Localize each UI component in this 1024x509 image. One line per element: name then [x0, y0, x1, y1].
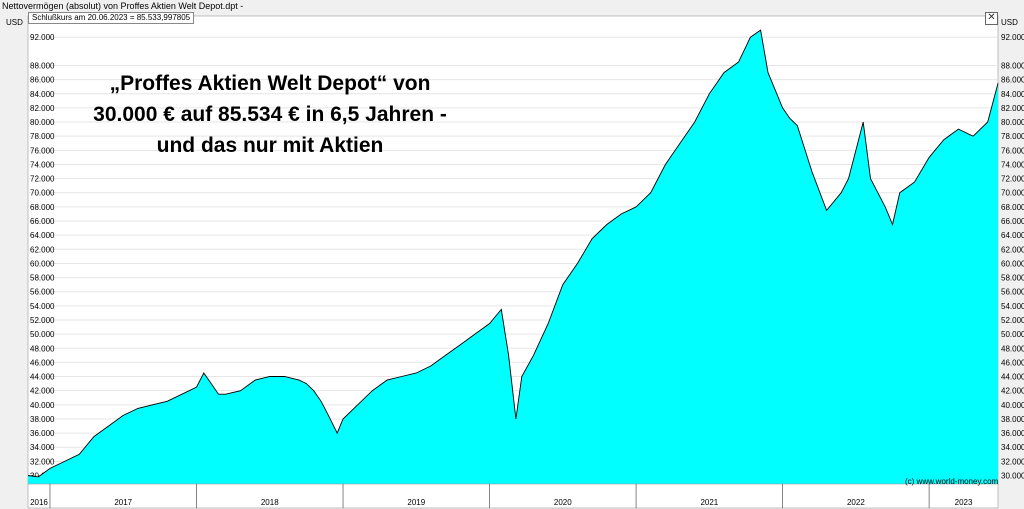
- y-tick-label-right: 80.000: [1001, 118, 1024, 127]
- y-tick-label-right: 54.000: [1001, 302, 1024, 311]
- y-tick-label-left: 42.000: [30, 387, 55, 396]
- y-tick-label-right: 36.000: [1001, 429, 1024, 438]
- x-axis-band: [27, 483, 999, 509]
- y-tick-label-left: 64.000: [30, 231, 55, 240]
- headline-line-3: und das nur mit Aktien: [156, 134, 384, 157]
- y-tick-label-right: 52.000: [1001, 316, 1024, 325]
- y-tick-label-left: 56.000: [30, 288, 55, 297]
- y-tick-label-right: 32.000: [1001, 457, 1024, 466]
- y-tick-label-left: 46.000: [30, 358, 55, 367]
- y-tick-label-right: 50.000: [1001, 330, 1024, 339]
- x-year-label: 2019: [407, 498, 425, 507]
- y-tick-label-left: 62.000: [30, 245, 55, 254]
- y-tick-label-right: 44.000: [1001, 373, 1024, 382]
- series-line: [27, 29, 999, 478]
- y-tick-label-right: 64.000: [1001, 231, 1024, 240]
- x-year-label: 2021: [700, 498, 718, 507]
- headline-line-1: „Proffes Aktien Welt Depot“ von: [109, 72, 431, 95]
- y-tick-label-right: 92.000: [1001, 33, 1024, 42]
- y-tick-label-left: 74.000: [30, 160, 55, 169]
- headline-line-2: 30.000 € auf 85.534 € in 6,5 Jahren -: [93, 103, 447, 126]
- y-tick-label-left: 76.000: [30, 146, 55, 155]
- y-tick-label-left: 70.000: [30, 189, 55, 198]
- y-tick-label-right: 70.000: [1001, 189, 1024, 198]
- y-tick-label-right: 60.000: [1001, 259, 1024, 268]
- y-tick-label-left: 40.000: [30, 401, 55, 410]
- y-tick-label-right: 46.000: [1001, 358, 1024, 367]
- y-tick-label-left: 66.000: [30, 217, 55, 226]
- chart-headline: „Proffes Aktien Welt Depot“ von 30.000 €…: [60, 68, 480, 161]
- y-tick-label-left: 54.000: [30, 302, 55, 311]
- y-tick-label-right: 34.000: [1001, 443, 1024, 452]
- chart-svg: 30.00030.00032.00032.00034.00034.00036.0…: [6, 15, 1024, 509]
- y-tick-label-right: 58.000: [1001, 274, 1024, 283]
- y-tick-label-left: 58.000: [30, 274, 55, 283]
- y-tick-label-right: 86.000: [1001, 76, 1024, 85]
- chart-frame: 30.00030.00032.00032.00034.00034.00036.0…: [0, 12, 1024, 509]
- y-tick-label-right: 76.000: [1001, 146, 1024, 155]
- x-year-label: 2018: [261, 498, 279, 507]
- y-tick-label-right: 62.000: [1001, 245, 1024, 254]
- y-tick-label-right: 42.000: [1001, 387, 1024, 396]
- x-year-label: 2016: [30, 498, 48, 507]
- x-year-label: 2022: [847, 498, 865, 507]
- y-tick-label-left: 50.000: [30, 330, 55, 339]
- y-tick-label-right: 82.000: [1001, 104, 1024, 113]
- y-tick-label-left: 48.000: [30, 344, 55, 353]
- y-tick-label-left: 52.000: [30, 316, 55, 325]
- y-tick-label-right: 56.000: [1001, 288, 1024, 297]
- x-year-label: 2020: [554, 498, 572, 507]
- closing-price-info: Schlußkurs am 20.06.2023 = 85.533,997805: [28, 12, 195, 24]
- series-area: [28, 30, 998, 484]
- y-tick-label-right: 74.000: [1001, 160, 1024, 169]
- y-tick-label-left: 84.000: [30, 90, 55, 99]
- y-tick-label-right: 88.000: [1001, 61, 1024, 70]
- y-tick-label-left: 60.000: [30, 259, 55, 268]
- y-tick-label-right: 78.000: [1001, 132, 1024, 141]
- currency-label-left: USD: [6, 18, 23, 27]
- y-tick-label-left: 78.000: [30, 132, 55, 141]
- y-tick-label-left: 86.000: [30, 76, 55, 85]
- y-tick-label-right: 68.000: [1001, 203, 1024, 212]
- y-tick-label-right: 30.000: [1001, 472, 1024, 481]
- currency-label-right: USD: [1001, 18, 1018, 27]
- y-tick-label-right: 48.000: [1001, 344, 1024, 353]
- x-year-label: 2017: [114, 498, 132, 507]
- y-tick-label-left: 72.000: [30, 175, 55, 184]
- y-tick-label-left: 44.000: [30, 373, 55, 382]
- y-tick-label-left: 88.000: [30, 61, 55, 70]
- y-tick-label-left: 36.000: [30, 429, 55, 438]
- y-tick-label-left: 92.000: [30, 33, 55, 42]
- y-tick-label-right: 66.000: [1001, 217, 1024, 226]
- window-title: Nettovermögen (absolut) von Proffes Akti…: [2, 1, 244, 11]
- y-tick-label-right: 84.000: [1001, 90, 1024, 99]
- y-tick-label-left: 82.000: [30, 104, 55, 113]
- y-tick-label-right: 38.000: [1001, 415, 1024, 424]
- close-icon[interactable]: ✕: [985, 12, 998, 25]
- x-year-label: 2023: [955, 498, 973, 507]
- y-tick-label-left: 34.000: [30, 443, 55, 452]
- y-tick-label-left: 38.000: [30, 415, 55, 424]
- y-tick-label-right: 40.000: [1001, 401, 1024, 410]
- y-tick-label-left: 32.000: [30, 457, 55, 466]
- copyright-credit: (c) www.world-money.com: [905, 477, 999, 486]
- y-tick-label-left: 80.000: [30, 118, 55, 127]
- y-tick-label-left: 68.000: [30, 203, 55, 212]
- y-tick-label-right: 72.000: [1001, 175, 1024, 184]
